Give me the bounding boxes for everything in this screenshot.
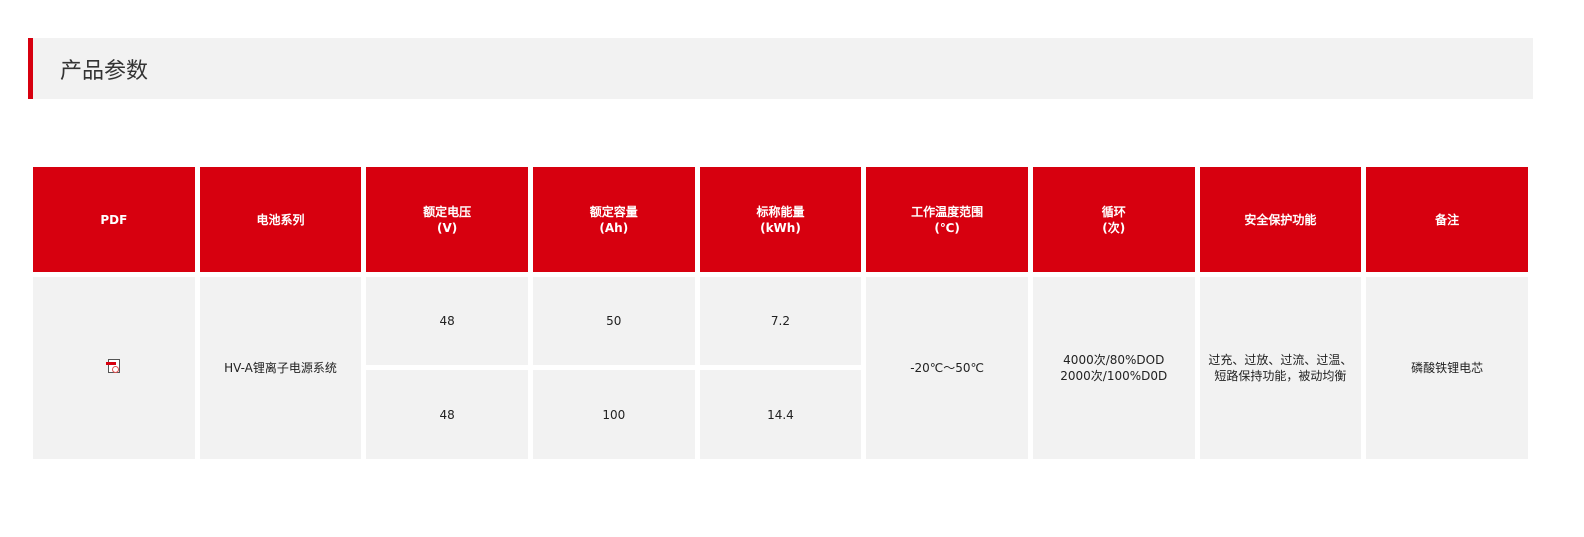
- header-series: 电池系列: [199, 167, 362, 272]
- header-cycle: 循环 (次): [1032, 167, 1195, 272]
- remark-cell: 磷酸铁锂电芯: [1366, 277, 1528, 459]
- energy-cell: 14.4: [699, 370, 862, 459]
- cycle-cell: 4000次/80%DOD 2000次/100%D0D: [1032, 277, 1195, 459]
- table-header-row: PDF 电池系列 额定电压 (V) 额定容量 (Ah) 标称能量 (kWh) 工作温度…: [33, 167, 1528, 272]
- temperature-cell: -20℃～50℃: [866, 277, 1028, 459]
- header-protection: 安全保护功能: [1199, 167, 1362, 272]
- table-row: HV-A锂离子电源系统 48 50 7.2 -20℃～50℃ 4000次/80%…: [33, 277, 1528, 459]
- voltage-cell: 48: [366, 277, 528, 365]
- header-temperature: 工作温度范围 (℃): [866, 167, 1028, 272]
- header-capacity: 额定容量 (Ah): [532, 167, 695, 272]
- capacity-cell: 50: [532, 277, 695, 365]
- protection-cell: 过充、过放、过流、过温、 短路保持功能，被动均衡: [1199, 277, 1362, 459]
- voltage-cell: 48: [366, 370, 528, 459]
- header-pdf: PDF: [33, 167, 195, 272]
- section-header: 产品参数: [28, 38, 1533, 99]
- product-params-table: PDF 电池系列 额定电压 (V) 额定容量 (Ah) 标称能量 (kWh) 工作温度…: [28, 162, 1533, 464]
- header-remark: 备注: [1366, 167, 1528, 272]
- pdf-file-icon[interactable]: [105, 359, 120, 373]
- section-title: 产品参数: [60, 59, 149, 84]
- energy-cell: 7.2: [699, 277, 862, 365]
- header-voltage: 额定电压 (V): [366, 167, 528, 272]
- header-energy: 标称能量 (kWh): [699, 167, 862, 272]
- table-row: 48 100 14.4: [33, 370, 1528, 459]
- pdf-cell: [33, 277, 195, 459]
- capacity-cell: 100: [532, 370, 695, 459]
- series-cell: HV-A锂离子电源系统: [199, 277, 362, 459]
